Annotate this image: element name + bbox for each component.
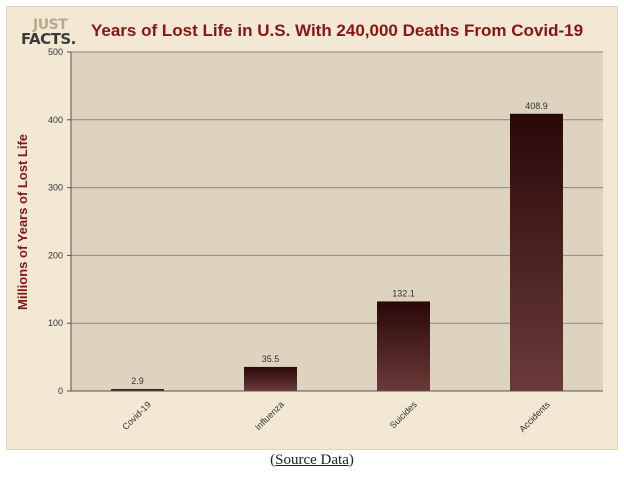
data-label: 408.9 bbox=[525, 101, 548, 111]
source-note: (Source Data) bbox=[0, 452, 624, 469]
source-close-paren: ) bbox=[348, 452, 354, 468]
y-tick-label: 100 bbox=[48, 318, 63, 328]
data-label: 35.5 bbox=[262, 354, 280, 364]
chart-frame: JUST FACTS. Years of Lost Life in U.S. W… bbox=[6, 6, 618, 450]
logo-facts-text: FACTS. bbox=[21, 30, 76, 48]
bar-accidents bbox=[510, 113, 563, 391]
y-tick-label: 300 bbox=[48, 183, 63, 193]
y-tick-label: 500 bbox=[48, 47, 63, 57]
bar-covid-19 bbox=[111, 389, 164, 391]
data-label: 2.9 bbox=[131, 376, 144, 386]
data-label: 132.1 bbox=[392, 288, 415, 298]
logo-just-text: JUST bbox=[33, 17, 68, 33]
source-data-link[interactable]: Source Data bbox=[275, 452, 349, 468]
x-tick-label: Influenza bbox=[253, 399, 286, 432]
bar-suicides bbox=[377, 301, 430, 391]
y-tick-label: 0 bbox=[58, 386, 63, 396]
y-axis-label: Millions of Years of Lost Life bbox=[15, 134, 30, 310]
chart-title: Years of Lost Life in U.S. With 240,000 … bbox=[91, 21, 584, 40]
bar-chart: 2.9 Covid-19 35.5 Influenza 132.1 Suicides 408… bbox=[15, 47, 603, 434]
y-tick-label: 200 bbox=[48, 250, 63, 260]
source-open-paren: ( bbox=[270, 452, 276, 468]
just-facts-logo: JUST FACTS. bbox=[21, 17, 76, 51]
bar-influenza bbox=[244, 366, 297, 391]
x-tick-label: Covid-19 bbox=[120, 399, 153, 432]
x-tick-label: Accidents bbox=[517, 399, 552, 434]
x-tick-label: Suicides bbox=[388, 399, 419, 430]
y-tick-label: 400 bbox=[48, 115, 63, 125]
